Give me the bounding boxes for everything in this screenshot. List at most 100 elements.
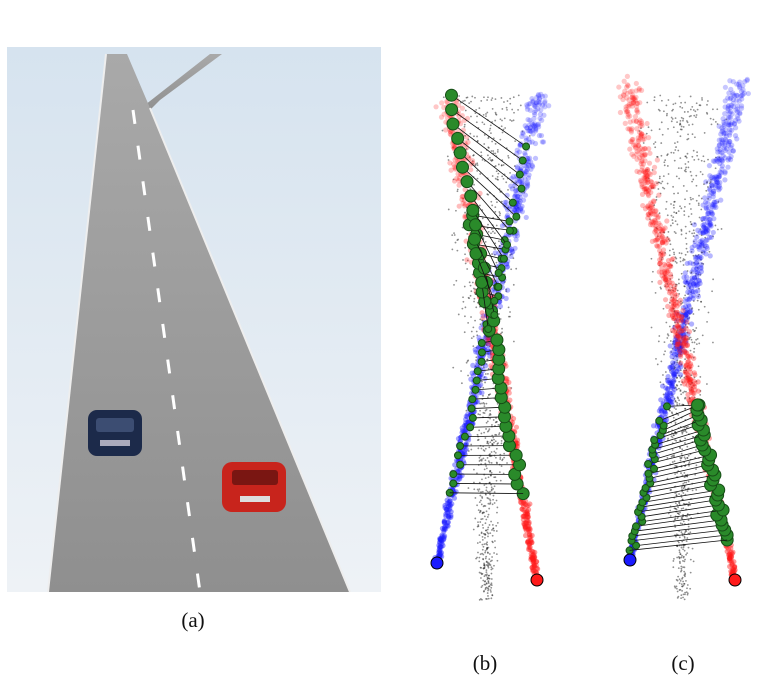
point	[478, 325, 484, 331]
point	[683, 285, 686, 288]
point	[439, 100, 445, 106]
point	[494, 210, 497, 213]
point	[509, 209, 515, 215]
point	[655, 198, 658, 201]
point	[482, 532, 485, 535]
point	[697, 202, 700, 205]
point	[732, 563, 738, 570]
point	[444, 506, 451, 512]
point	[662, 225, 668, 231]
match-line	[475, 253, 495, 302]
point	[683, 481, 686, 484]
point	[691, 370, 697, 376]
point	[723, 118, 729, 124]
point	[670, 379, 676, 385]
point	[655, 243, 661, 249]
point	[446, 501, 452, 507]
point	[479, 377, 482, 380]
point	[471, 281, 474, 284]
point	[437, 547, 443, 553]
point	[470, 443, 473, 446]
point	[530, 567, 536, 573]
point	[678, 325, 681, 328]
point	[680, 312, 686, 319]
point	[679, 456, 682, 459]
point	[494, 152, 497, 155]
point	[442, 502, 448, 509]
point	[656, 192, 662, 198]
point	[627, 89, 633, 95]
point	[644, 180, 650, 186]
point	[684, 309, 691, 315]
point	[482, 401, 485, 404]
point	[689, 244, 695, 251]
point	[682, 307, 688, 314]
point	[486, 573, 488, 576]
point	[480, 154, 483, 157]
point	[669, 380, 675, 387]
point	[494, 546, 497, 549]
point	[665, 395, 672, 401]
point	[474, 319, 476, 322]
point	[445, 503, 452, 509]
point	[490, 486, 493, 489]
point	[681, 331, 687, 338]
point	[628, 129, 635, 135]
point	[670, 377, 676, 383]
point	[689, 277, 696, 283]
point	[677, 348, 683, 354]
match-line	[653, 454, 711, 470]
point	[656, 231, 662, 238]
point	[531, 558, 537, 564]
point	[485, 571, 488, 574]
point	[688, 389, 694, 395]
point	[688, 308, 694, 314]
point	[648, 179, 654, 185]
point	[480, 151, 483, 154]
point	[656, 235, 659, 238]
point	[667, 364, 673, 370]
point	[460, 193, 466, 199]
match-line	[453, 483, 518, 485]
point	[692, 238, 698, 245]
point	[487, 154, 489, 157]
point	[683, 371, 686, 374]
point	[671, 386, 678, 392]
point	[649, 238, 656, 244]
point	[669, 381, 671, 383]
point	[690, 174, 693, 177]
point	[680, 336, 687, 342]
point	[742, 79, 748, 85]
point	[683, 169, 686, 172]
point	[533, 126, 539, 133]
point	[706, 234, 713, 240]
point	[662, 393, 665, 396]
point	[656, 227, 658, 230]
point	[694, 329, 696, 332]
point	[682, 559, 684, 562]
point	[698, 216, 701, 219]
point	[464, 134, 466, 137]
point	[437, 544, 443, 550]
point	[691, 133, 694, 136]
point	[712, 158, 718, 164]
point	[716, 155, 722, 161]
point	[676, 361, 679, 364]
point	[683, 210, 686, 213]
point	[473, 135, 475, 138]
point	[491, 559, 493, 562]
point	[671, 347, 674, 350]
point	[677, 341, 683, 347]
start-red	[530, 573, 544, 587]
point	[694, 473, 697, 476]
point	[704, 219, 710, 225]
point	[669, 299, 675, 305]
point	[531, 563, 537, 569]
point	[658, 177, 661, 180]
point	[660, 142, 663, 144]
point	[502, 128, 505, 131]
point	[701, 98, 703, 101]
point	[690, 213, 693, 215]
point	[500, 299, 503, 302]
point	[689, 269, 695, 275]
